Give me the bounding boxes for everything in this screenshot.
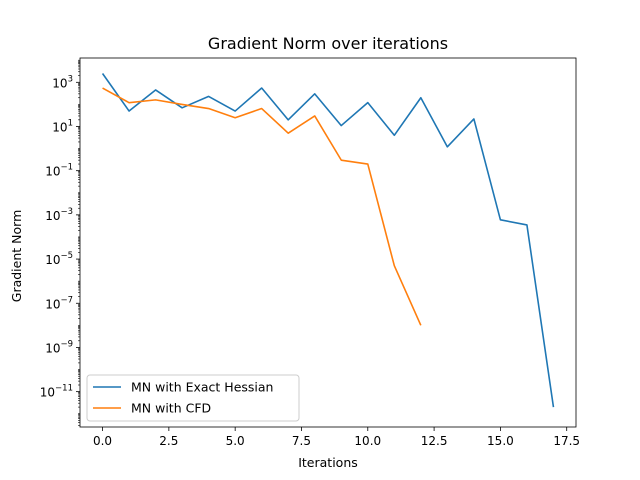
series-lines xyxy=(101,73,555,408)
x-tick-label: 17.5 xyxy=(553,434,580,448)
y-tick-label: 10−11 xyxy=(40,384,73,400)
y-tick-label: 10−3 xyxy=(45,207,73,223)
plot-area xyxy=(79,57,577,428)
y-tick-label: 10−9 xyxy=(45,339,73,355)
x-tick-label: 7.5 xyxy=(292,434,311,448)
x-axis-label: Iterations xyxy=(298,455,358,470)
y-tick-label: 10−1 xyxy=(45,163,73,179)
legend-entry: MN with Exact Hessian xyxy=(131,380,273,395)
y-axis-label: Gradient Norm xyxy=(9,210,24,302)
series-line-1 xyxy=(101,73,555,408)
y-tick-label: 10−7 xyxy=(45,295,73,311)
y-axis-ticks: 103 101 10−1 10−3 10−5 10−7 10−9 10−11 xyxy=(40,59,80,426)
chart-title: Gradient Norm over iterations xyxy=(208,34,448,53)
x-tick-label: 5.0 xyxy=(226,434,245,448)
legend: MN with Exact Hessian MN with CFD xyxy=(86,374,300,422)
x-tick-label: 12.5 xyxy=(421,434,448,448)
y-tick-label: 101 xyxy=(52,118,73,134)
x-tick-label: 2.5 xyxy=(159,434,178,448)
y-tick-label: 103 xyxy=(52,74,73,90)
series-line-2 xyxy=(102,87,422,326)
x-axis-ticks: 0.0 2.5 5.0 7.5 10.0 12.5 15.0 17.5 xyxy=(93,427,580,448)
x-tick-label: 0.0 xyxy=(93,434,112,448)
x-tick-label: 10.0 xyxy=(354,434,381,448)
legend-box xyxy=(86,374,300,422)
plot-frame xyxy=(79,57,577,428)
y-tick-label: 10−5 xyxy=(45,251,73,267)
legend-entry: MN with CFD xyxy=(131,401,211,416)
x-tick-label: 15.0 xyxy=(487,434,514,448)
